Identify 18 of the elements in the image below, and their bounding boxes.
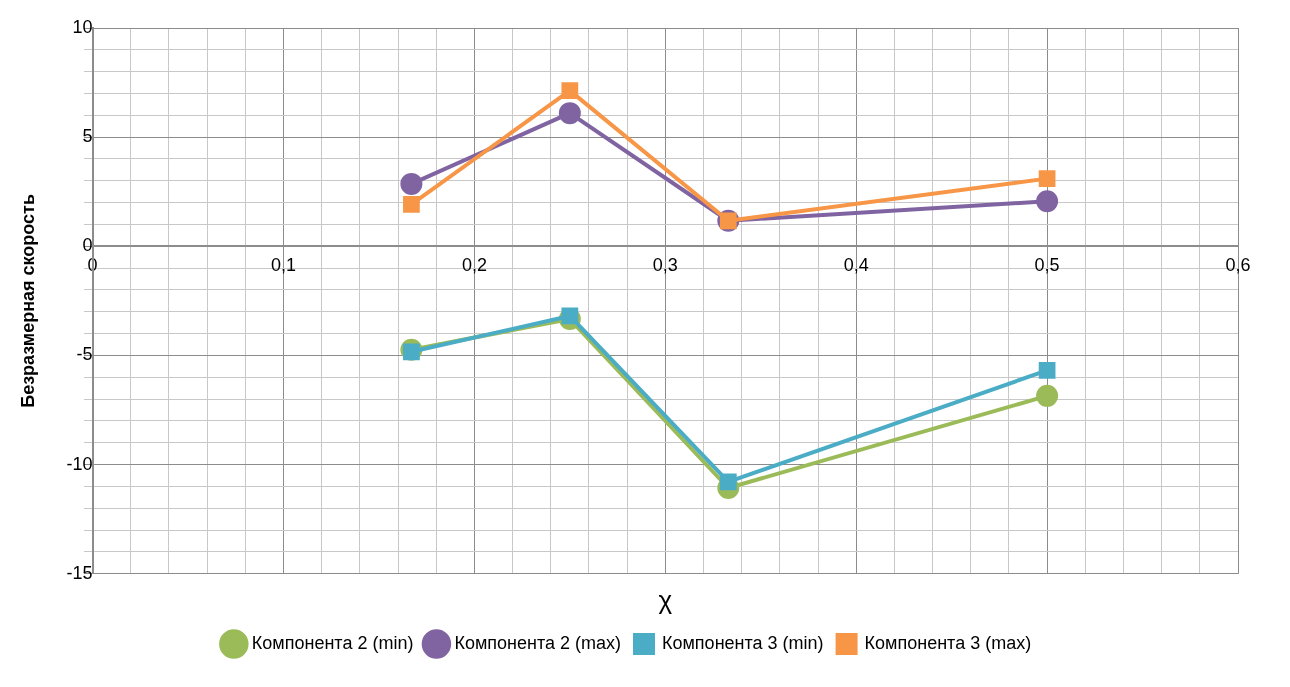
legend-label: Компонента 3 (max): [864, 632, 1032, 653]
x-tick-label: 0,3: [652, 255, 678, 276]
y-tick-label: -15: [66, 562, 93, 583]
y-axis-title: Безразмерная скорость: [17, 194, 38, 408]
y-tick-label: 10: [72, 16, 93, 37]
x-tick-label: 0,5: [1034, 255, 1060, 276]
y-tick-label: -5: [76, 344, 93, 365]
y-tick-label: 0: [82, 235, 93, 256]
x-tick-label: 0,2: [461, 255, 487, 276]
legend-label: Компонента 2 (min): [251, 632, 414, 653]
y-tick-label: 5: [82, 126, 93, 147]
x-axis-title: χ: [658, 584, 673, 615]
x-tick-label: 0,1: [270, 255, 297, 276]
legend-label: Компонента 2 (max): [454, 632, 622, 653]
x-tick-label: 0,4: [843, 255, 869, 276]
legend-label: Компонента 3 (min): [662, 632, 824, 653]
x-tick-label: 0,6: [1225, 255, 1251, 276]
y-tick-label: -10: [66, 453, 93, 474]
